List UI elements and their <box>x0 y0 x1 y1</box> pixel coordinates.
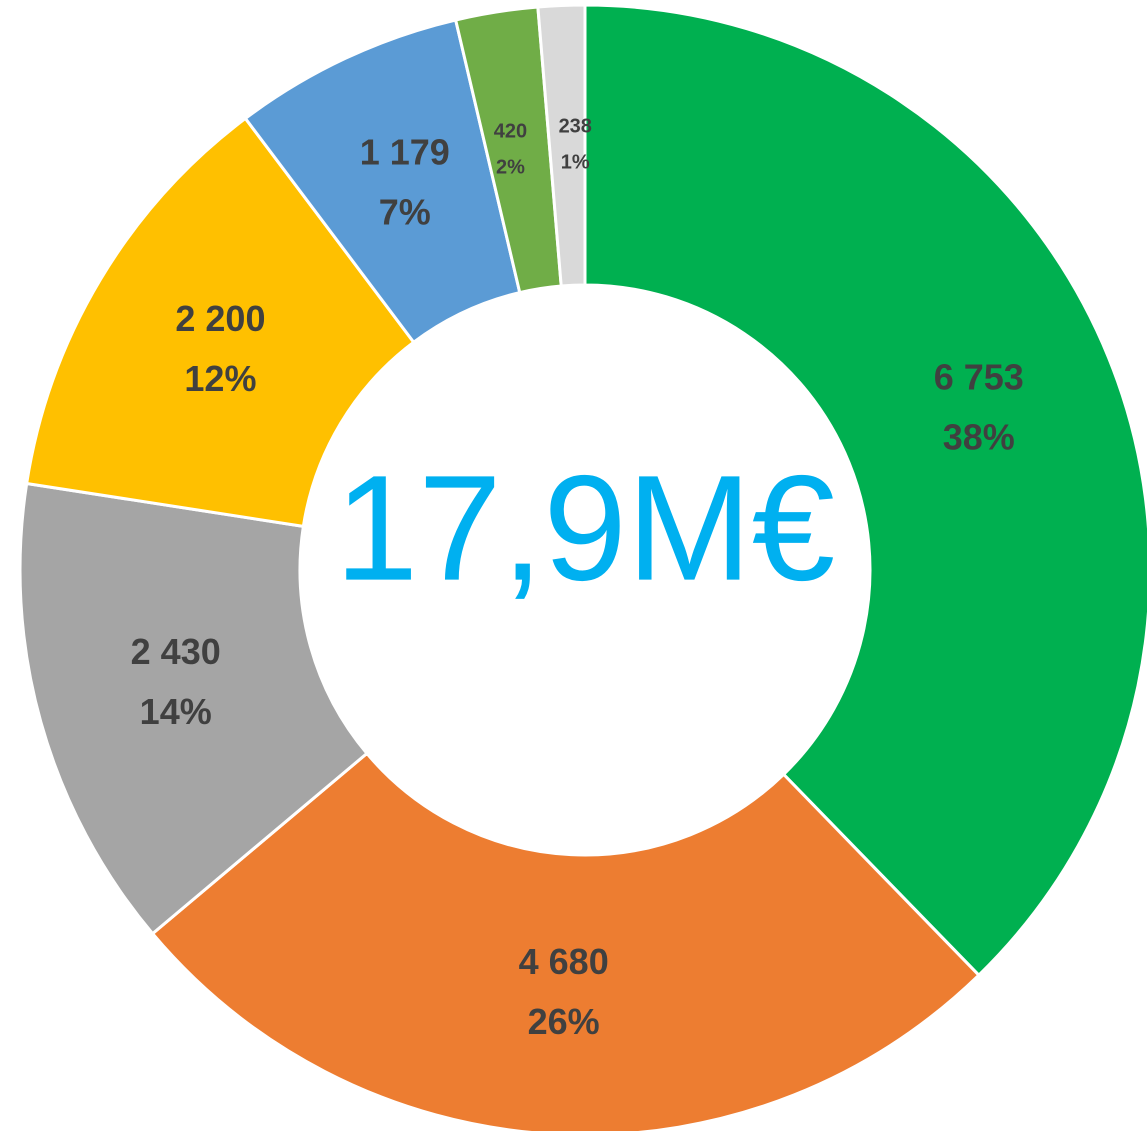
value-label: 2 430 <box>131 631 221 672</box>
slice <box>24 116 416 529</box>
value-label: 1 179 <box>360 132 450 173</box>
slice <box>536 3 587 288</box>
percent-label: 38% <box>943 417 1015 458</box>
percent-label: 1% <box>561 152 590 174</box>
slice <box>150 751 981 1131</box>
slice <box>583 3 1147 978</box>
value-label: 238 <box>559 116 592 138</box>
percent-label: 2% <box>496 157 525 179</box>
slice <box>18 481 369 936</box>
percent-label: 7% <box>379 192 431 233</box>
value-label: 2 200 <box>175 298 265 339</box>
value-label: 420 <box>494 121 527 143</box>
percent-label: 26% <box>528 1001 600 1042</box>
value-label: 6 753 <box>934 357 1024 398</box>
center-label: 17,9M€ <box>335 444 835 612</box>
value-label: 4 680 <box>519 941 609 982</box>
percent-label: 12% <box>184 358 256 399</box>
percent-label: 14% <box>140 691 212 732</box>
